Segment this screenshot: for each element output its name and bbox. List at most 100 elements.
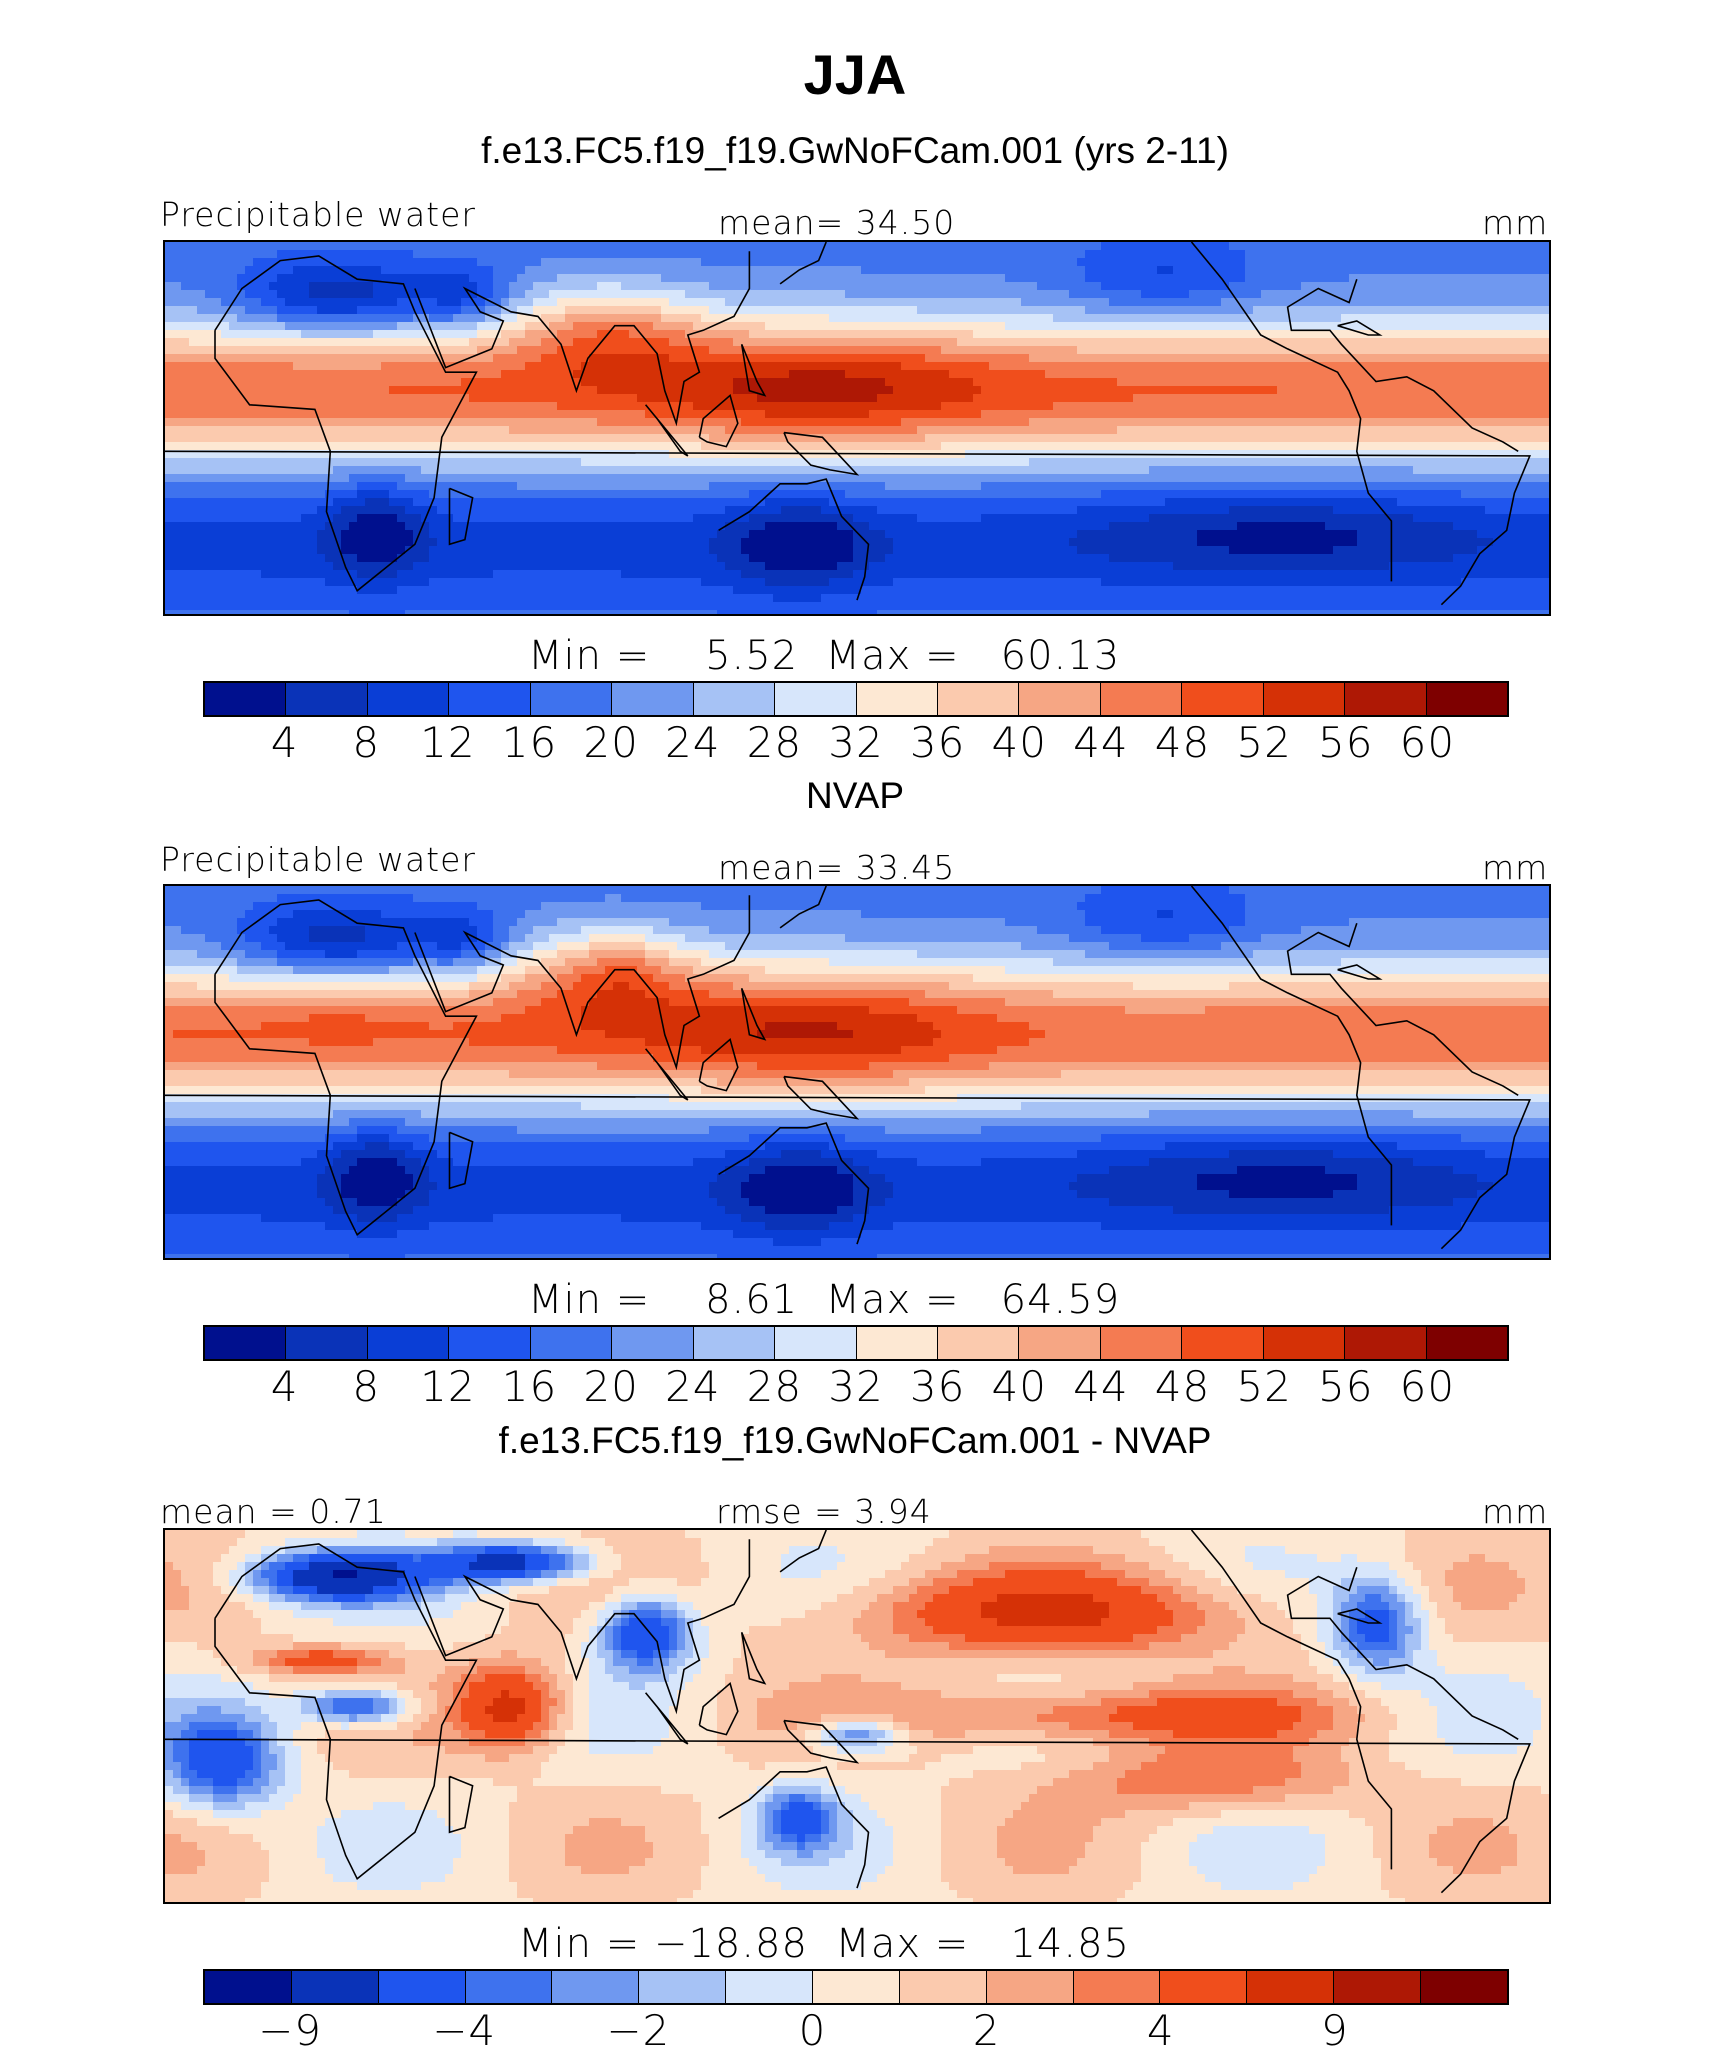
colorbar-tick-label: 16 [502, 1362, 557, 1411]
colorbar-tick-label: 28 [747, 1362, 802, 1411]
colorbar-swatch [1019, 683, 1101, 715]
colorbar-swatch [1160, 1971, 1248, 2003]
colorbar-tick-label: 36 [910, 718, 965, 767]
colorbar-swatch [1421, 1971, 1507, 2003]
panel-3-colorbar-ticks: −9 −4 −2 0 2 4 9 [0, 2006, 1710, 2055]
colorbar-swatch [367, 683, 450, 715]
colorbar-swatch [1426, 1327, 1507, 1359]
colorbar-swatch [1247, 1971, 1335, 2003]
panel-3-units-label: mm [1482, 1492, 1548, 1531]
panel-2-contour-field [165, 886, 1549, 1258]
colorbar-tick-label: 36 [910, 1362, 965, 1411]
panel-1-contour-field [165, 242, 1549, 614]
colorbar-tick-label: 48 [1155, 1362, 1210, 1411]
colorbar-swatch [530, 683, 613, 715]
colorbar-tick-label: 8 [352, 1362, 380, 1411]
colorbar-swatch [205, 1327, 287, 1359]
colorbar-swatch [612, 683, 694, 715]
colorbar-tick-label: 0 [799, 2006, 827, 2055]
colorbar-tick-label: 56 [1318, 1362, 1373, 1411]
colorbar-swatch [1345, 683, 1427, 715]
colorbar-swatch [286, 683, 368, 715]
colorbar-tick-label: 12 [420, 718, 475, 767]
panel-1-variable-label: Precipitable water [160, 195, 476, 234]
colorbar-swatch [449, 1327, 531, 1359]
colorbar-swatch [1263, 1327, 1346, 1359]
colorbar-tick-label: 52 [1236, 718, 1291, 767]
colorbar-swatch [1182, 683, 1264, 715]
colorbar-tick-label: 20 [583, 718, 638, 767]
colorbar-tick-label: 24 [665, 718, 720, 767]
panel-1-map [163, 240, 1551, 616]
colorbar-swatch [693, 683, 776, 715]
colorbar-swatch [856, 683, 938, 715]
colorbar-swatch [367, 1327, 450, 1359]
panel-1-mean-label: mean= 34.50 [718, 203, 955, 242]
panel-2-map [163, 884, 1551, 1260]
panel-2-colorbar-ticks: 4 8 12 16 20 24 28 32 36 40 44 48 52 56 60 [0, 1362, 1710, 1412]
colorbar-swatch [856, 1327, 938, 1359]
panel-2-colorbar [203, 1325, 1509, 1361]
colorbar-swatch [449, 683, 531, 715]
colorbar-swatch [693, 1327, 776, 1359]
colorbar-tick-label: 60 [1400, 1362, 1455, 1411]
colorbar-tick-label: 24 [665, 1362, 720, 1411]
colorbar-swatch [1263, 683, 1346, 715]
panel-3-minmax: Min = −18.88 Max = 14.85 [518, 1921, 1130, 1967]
colorbar-tick-label: 28 [747, 718, 802, 767]
colorbar-swatch [378, 1971, 466, 2003]
colorbar-tick-label: 12 [420, 1362, 475, 1411]
colorbar-swatch [612, 1327, 694, 1359]
panel-3-colorbar [203, 1969, 1509, 2005]
colorbar-tick-label: 2 [973, 2006, 1001, 2055]
colorbar-swatch [1426, 683, 1507, 715]
panel-1-colorbar-ticks: 4 8 12 16 20 24 28 32 36 40 44 48 52 56 60 [0, 718, 1710, 768]
panel-3-title: f.e13.FC5.f19_f19.GwNoFCam.001 - NVAP [0, 1420, 1710, 1462]
panel-1-minmax: Min = 5.52 Max = 60.13 [528, 633, 1120, 679]
colorbar-swatch [1073, 1971, 1161, 2003]
panel-2-mean-label: mean= 33.45 [718, 848, 955, 887]
colorbar-tick-label: 8 [352, 718, 380, 767]
colorbar-swatch [291, 1971, 379, 2003]
colorbar-swatch [1334, 1971, 1422, 2003]
colorbar-swatch [986, 1971, 1074, 2003]
colorbar-tick-label: 48 [1155, 718, 1210, 767]
colorbar-swatch [1100, 683, 1183, 715]
colorbar-swatch [286, 1327, 368, 1359]
colorbar-swatch [937, 683, 1020, 715]
panel-2-variable-label: Precipitable water [160, 840, 476, 879]
panel-2-minmax: Min = 8.61 Max = 64.59 [528, 1277, 1120, 1323]
colorbar-swatch [639, 1971, 727, 2003]
colorbar-tick-label: 44 [1073, 1362, 1128, 1411]
colorbar-tick-label: 20 [583, 1362, 638, 1411]
panel-3-map [163, 1528, 1551, 1904]
panel-1-colorbar [203, 681, 1509, 717]
panel-1-units-label: mm [1482, 203, 1548, 242]
colorbar-tick-label: 40 [992, 718, 1047, 767]
colorbar-tick-label: 4 [271, 718, 299, 767]
colorbar-swatch [937, 1327, 1020, 1359]
colorbar-tick-label: −9 [258, 2006, 322, 2055]
colorbar-tick-label: −4 [432, 2006, 496, 2055]
panel-1-title: f.e13.FC5.f19_f19.GwNoFCam.001 (yrs 2-11… [0, 130, 1710, 172]
colorbar-swatch [899, 1971, 987, 2003]
panel-2-title: NVAP [0, 775, 1710, 817]
colorbar-tick-label: 32 [828, 718, 883, 767]
colorbar-tick-label: 60 [1400, 718, 1455, 767]
colorbar-swatch [205, 683, 287, 715]
panel-3-contour-field [165, 1530, 1549, 1902]
colorbar-swatch [726, 1971, 814, 2003]
colorbar-swatch [552, 1971, 640, 2003]
colorbar-tick-label: −2 [606, 2006, 670, 2055]
colorbar-swatch [1345, 1327, 1427, 1359]
colorbar-swatch [465, 1971, 553, 2003]
colorbar-swatch [530, 1327, 613, 1359]
panel-3-mean-label: mean = 0.71 [160, 1492, 387, 1531]
colorbar-swatch [813, 1971, 900, 2003]
colorbar-swatch [205, 1971, 292, 2003]
panel-3-rmse-label: rmse = 3.94 [716, 1492, 932, 1531]
colorbar-swatch [775, 1327, 857, 1359]
colorbar-swatch [1100, 1327, 1183, 1359]
colorbar-tick-label: 16 [502, 718, 557, 767]
colorbar-swatch [775, 683, 857, 715]
